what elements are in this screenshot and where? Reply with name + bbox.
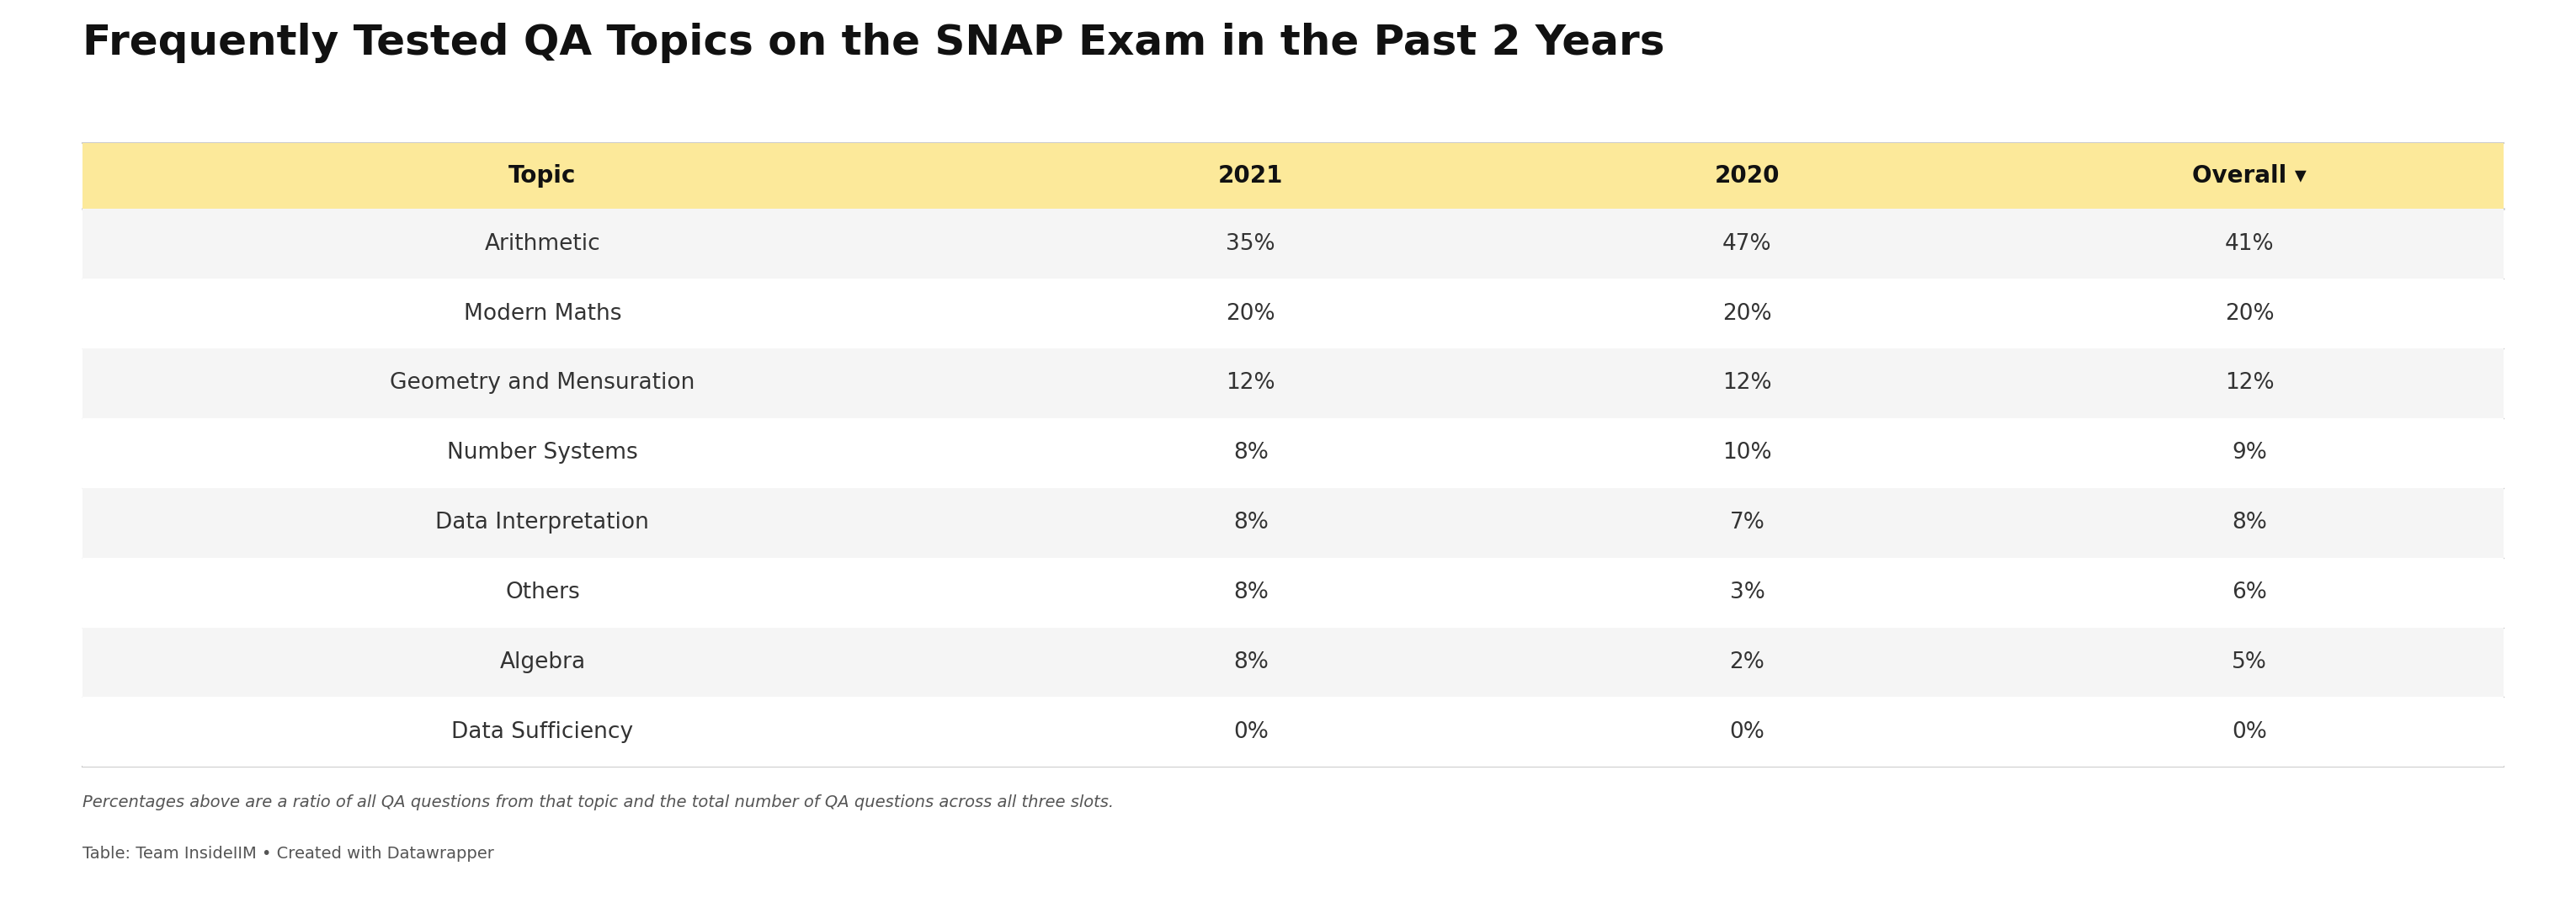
Text: 0%: 0% [1234, 721, 1267, 743]
Text: Modern Maths: Modern Maths [464, 302, 621, 324]
Text: 20%: 20% [1723, 302, 1772, 324]
Text: Table: Team InsideIIM • Created with Datawrapper: Table: Team InsideIIM • Created with Dat… [82, 845, 495, 861]
Text: Arithmetic: Arithmetic [484, 233, 600, 255]
Text: Geometry and Mensuration: Geometry and Mensuration [389, 372, 696, 395]
Text: 8%: 8% [1234, 651, 1267, 674]
Text: 12%: 12% [2226, 372, 2275, 395]
Text: 35%: 35% [1226, 233, 1275, 255]
Text: Topic: Topic [507, 164, 577, 188]
Text: 5%: 5% [2231, 651, 2267, 674]
Text: 3%: 3% [1728, 581, 1765, 603]
Text: Frequently Tested QA Topics on the SNAP Exam in the Past 2 Years: Frequently Tested QA Topics on the SNAP … [82, 23, 1664, 64]
Text: Others: Others [505, 581, 580, 603]
Text: 8%: 8% [1234, 581, 1267, 603]
Text: Number Systems: Number Systems [448, 442, 639, 464]
Text: 6%: 6% [2231, 581, 2267, 603]
Text: Data Sufficiency: Data Sufficiency [451, 721, 634, 743]
Text: Algebra: Algebra [500, 651, 585, 674]
Text: 2%: 2% [1728, 651, 1765, 674]
Text: 12%: 12% [1723, 372, 1772, 395]
Text: 47%: 47% [1723, 233, 1772, 255]
Text: 20%: 20% [2226, 302, 2275, 324]
Text: 8%: 8% [1234, 512, 1267, 534]
Text: Data Interpretation: Data Interpretation [435, 512, 649, 534]
Text: 12%: 12% [1226, 372, 1275, 395]
Text: 8%: 8% [2231, 512, 2267, 534]
Text: 41%: 41% [2226, 233, 2275, 255]
Text: 10%: 10% [1723, 442, 1772, 464]
Text: 0%: 0% [2231, 721, 2267, 743]
Text: 8%: 8% [1234, 442, 1267, 464]
Text: 7%: 7% [1728, 512, 1765, 534]
Text: Overall ▾: Overall ▾ [2192, 164, 2306, 188]
Text: 20%: 20% [1226, 302, 1275, 324]
Text: 2020: 2020 [1716, 164, 1780, 188]
Text: Percentages above are a ratio of all QA questions from that topic and the total : Percentages above are a ratio of all QA … [82, 795, 1113, 810]
Text: 2021: 2021 [1218, 164, 1283, 188]
Text: 0%: 0% [1728, 721, 1765, 743]
Text: 9%: 9% [2231, 442, 2267, 464]
